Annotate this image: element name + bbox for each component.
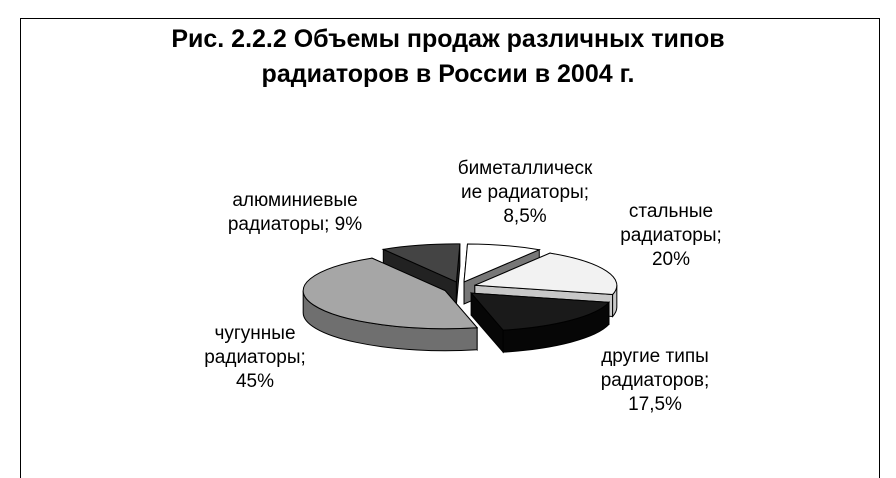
- label-other: другие типы радиаторов; 17,5%: [600, 346, 710, 415]
- slice-other: [470, 292, 611, 331]
- slice-aluminium: [381, 243, 461, 283]
- chart-title-line-1: Рис. 2.2.2 Объемы продаж различных типов: [171, 25, 725, 53]
- chart-title: Рис. 2.2.2 Объемы продаж различных типов…: [0, 22, 896, 92]
- label-steel: стальные радиаторы; 20%: [620, 201, 722, 270]
- label-aluminium: алюминиевые радиаторы; 9%: [227, 190, 363, 235]
- chart-title-line-2: радиаторов в России в 2004 г.: [261, 60, 635, 88]
- slice-bimetal: [463, 243, 542, 283]
- slice-cast-iron: [302, 257, 479, 330]
- slice-steel: [474, 252, 618, 296]
- chart-frame: [20, 18, 880, 478]
- label-bimetal: биметаллическ ие радиаторы; 8,5%: [457, 158, 593, 227]
- label-cast-iron: чугунные радиаторы; 45%: [204, 323, 306, 392]
